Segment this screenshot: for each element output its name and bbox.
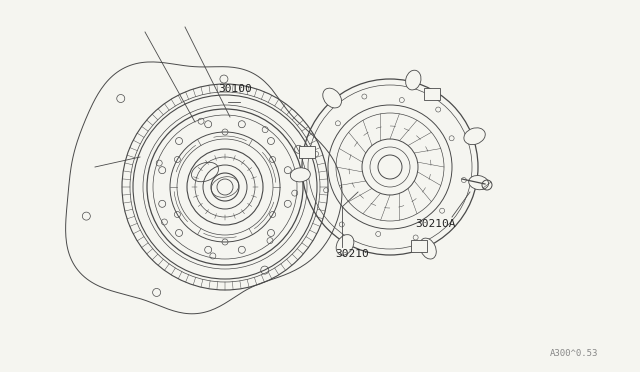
Ellipse shape <box>323 88 342 108</box>
Ellipse shape <box>291 168 310 182</box>
Text: 30210A: 30210A <box>415 219 456 229</box>
Ellipse shape <box>336 235 354 255</box>
Text: A300^0.53: A300^0.53 <box>550 350 598 359</box>
Ellipse shape <box>406 70 421 90</box>
FancyBboxPatch shape <box>300 147 316 158</box>
Ellipse shape <box>464 128 485 145</box>
Ellipse shape <box>420 238 436 259</box>
FancyBboxPatch shape <box>411 240 427 252</box>
Text: 30210: 30210 <box>335 249 369 259</box>
Ellipse shape <box>468 176 488 190</box>
Text: 30100: 30100 <box>218 84 252 94</box>
FancyBboxPatch shape <box>424 88 440 100</box>
